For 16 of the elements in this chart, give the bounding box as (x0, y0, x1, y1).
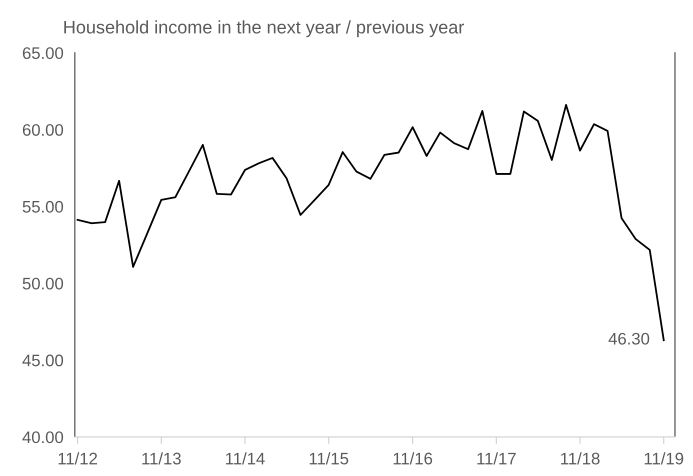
x-tick-label: 11/15 (310, 452, 348, 464)
x-tick-label: 11/13 (142, 452, 181, 464)
y-tick-label: 55.00 (22, 200, 64, 213)
annotation: 46.30 (608, 332, 650, 345)
x-tick-label: 11/16 (394, 452, 432, 464)
x-tick-label: 11/12 (58, 452, 97, 464)
x-tick-label: 11/19 (644, 452, 684, 464)
y-tick-label: 40.00 (22, 431, 64, 444)
x-tick-label: 11/17 (477, 452, 516, 464)
y-tick-label: 45.00 (22, 354, 64, 366)
y-tick-label: 60.00 (22, 124, 64, 136)
x-tick-label: 11/18 (561, 452, 600, 464)
chart-title: Household income in the next year / previous year (64, 20, 464, 38)
x-tick-label: 11/14 (226, 452, 265, 464)
y-tick-label: 50.00 (22, 278, 64, 290)
y-tick-label: 65.00 (22, 47, 64, 60)
